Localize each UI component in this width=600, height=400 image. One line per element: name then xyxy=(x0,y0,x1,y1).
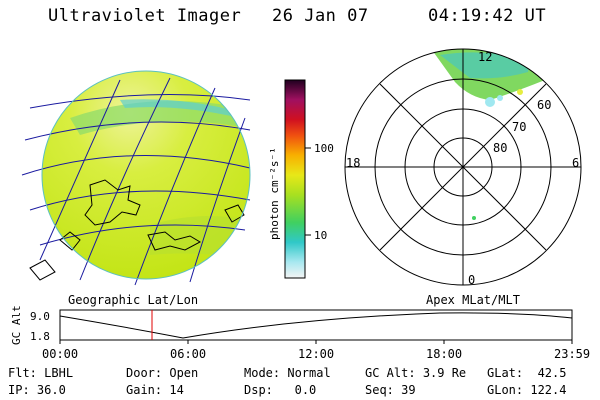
seq-field: Seq: 39 xyxy=(365,383,416,397)
xtick-1800: 18:00 xyxy=(426,347,462,361)
glon-field: GLon: 122.4 xyxy=(487,383,566,397)
altitude-ylabel: GC Alt xyxy=(10,305,23,345)
mlt-label-6: 6 xyxy=(572,156,579,170)
colorbar-tick-100: 100 xyxy=(314,142,334,155)
instrument-title: Ultraviolet Imager xyxy=(48,6,242,26)
glon-value: 122.4 xyxy=(530,383,567,397)
geographic-label: Geographic Lat/Lon xyxy=(68,293,199,307)
mlt-label-18: 18 xyxy=(346,156,360,170)
mode-value: Normal xyxy=(287,366,331,380)
mode-label: Mode: xyxy=(244,366,281,380)
flt-field: Flt: LBHL xyxy=(8,366,73,380)
altitude-curve xyxy=(59,312,573,339)
polar-grid xyxy=(344,48,582,286)
mlt-label-0: 0 xyxy=(468,273,475,287)
ip-label: IP: xyxy=(8,383,30,397)
xtick-1200: 12:00 xyxy=(298,347,334,361)
time-label: 04:19:42 UT xyxy=(428,6,547,26)
ip-value: 36.0 xyxy=(36,383,66,397)
colorbar-unit-label: photon cm⁻²s⁻¹ xyxy=(268,147,281,240)
mlat-label-80: 80 xyxy=(493,141,507,155)
door-value: Open xyxy=(169,366,199,380)
seq-label: Seq: xyxy=(365,383,394,397)
gcalt-value: 3.9 Re xyxy=(422,366,467,380)
dsp-value: 0.0 xyxy=(294,383,317,397)
flt-label: Flt: xyxy=(8,366,37,380)
xtick-0600: 06:00 xyxy=(170,347,206,361)
mlat-label-60: 60 xyxy=(537,98,551,112)
glat-label: GLat: xyxy=(487,366,524,380)
xtick-2359: 23:59 xyxy=(554,347,590,361)
mlat-label-70: 70 xyxy=(512,120,526,134)
glat-field: GLat: 42.5 xyxy=(487,366,566,380)
dsp-field: Dsp: 0.0 xyxy=(244,383,316,397)
door-label: Door: xyxy=(126,366,163,380)
apex-label: Apex MLat/MLT xyxy=(426,293,520,307)
glat-value: 42.5 xyxy=(537,366,567,380)
lat-lon-grid xyxy=(21,77,251,286)
colorbar-tick-10: 10 xyxy=(314,229,327,242)
ip-field: IP: 36.0 xyxy=(8,383,66,397)
gain-label: Gain: xyxy=(126,383,163,397)
dsp-label: Dsp: xyxy=(244,383,273,397)
altitude-ytick-9: 9.0 xyxy=(30,310,50,323)
xtick-0000: 00:00 xyxy=(42,347,78,361)
gain-field: Gain: 14 xyxy=(126,383,184,397)
door-field: Door: Open xyxy=(126,366,198,380)
mlt-label-12: 12 xyxy=(478,50,492,64)
glon-label: GLon: xyxy=(487,383,524,397)
seq-value: 39 xyxy=(401,383,416,397)
earth-limb xyxy=(41,70,251,280)
date-label: 26 Jan 07 xyxy=(272,6,369,26)
gcalt-label: GC Alt: xyxy=(365,366,416,380)
altitude-ytick-1-8: 1.8 xyxy=(30,330,50,343)
gcalt-field: GC Alt: 3.9 Re xyxy=(365,366,466,380)
coastline xyxy=(29,179,245,281)
mode-field: Mode: Normal xyxy=(244,366,331,380)
gain-value: 14 xyxy=(169,383,184,397)
flt-value: LBHL xyxy=(44,366,74,380)
